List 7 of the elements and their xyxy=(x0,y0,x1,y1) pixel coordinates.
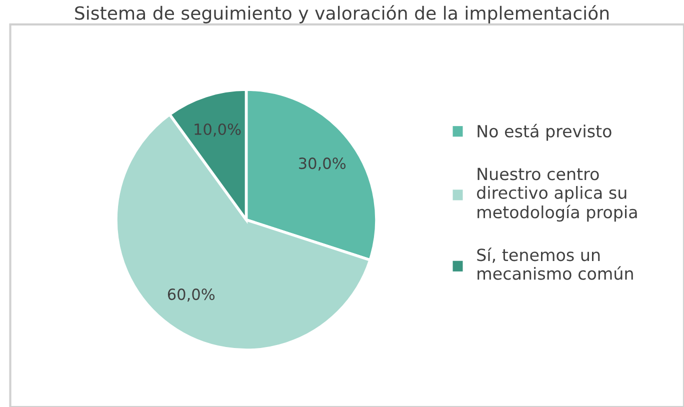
chart-title: Sistema de seguimiento y valoración de la implementación xyxy=(75,5,609,24)
data-label: 60,0% xyxy=(168,288,215,302)
data-label: 10,0% xyxy=(194,123,241,137)
legend-label: No está previsto xyxy=(478,124,612,141)
legend-label: Sí, tenemos un mecanismo común xyxy=(477,248,633,280)
data-label: 30,0% xyxy=(299,158,346,171)
legend-label: Nuestro centro directivo aplica su metodología propia xyxy=(477,168,637,222)
